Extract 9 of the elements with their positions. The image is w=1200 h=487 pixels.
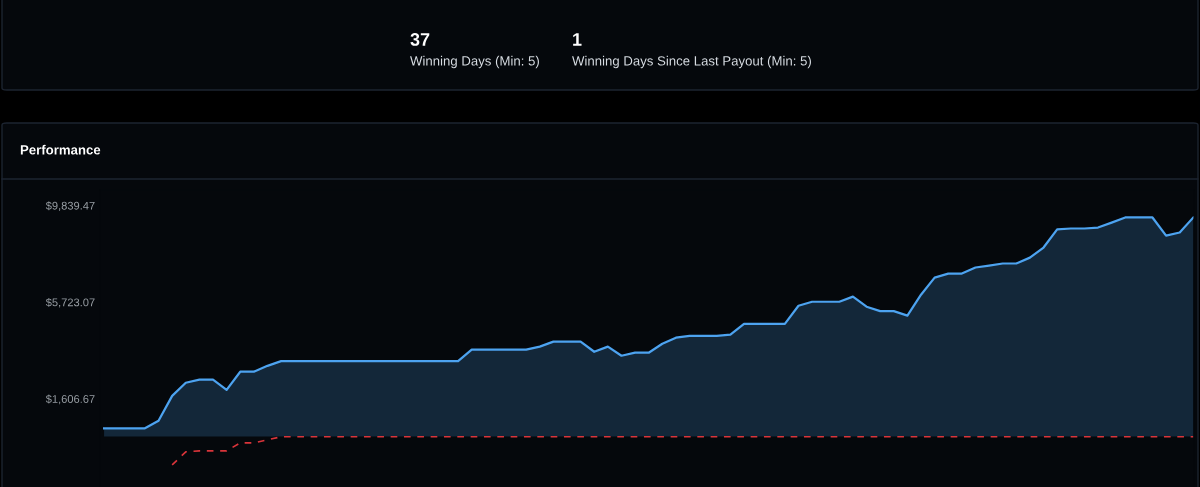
line-series — [171, 435, 1194, 466]
text: Winning Days (Min: 5) — [410, 55, 539, 69]
y-tick-label: $5,723.07 — [45, 297, 95, 308]
y-tick-label: $1,606.67 — [45, 394, 95, 405]
y-tick-label: $9,839.47 — [45, 201, 95, 211]
text: 37 — [410, 33, 430, 46]
chart-title: Performance — [20, 144, 101, 155]
text: 1 — [573, 33, 582, 46]
text: Winning Days Since Last Payout (Min: 5) — [572, 55, 811, 69]
